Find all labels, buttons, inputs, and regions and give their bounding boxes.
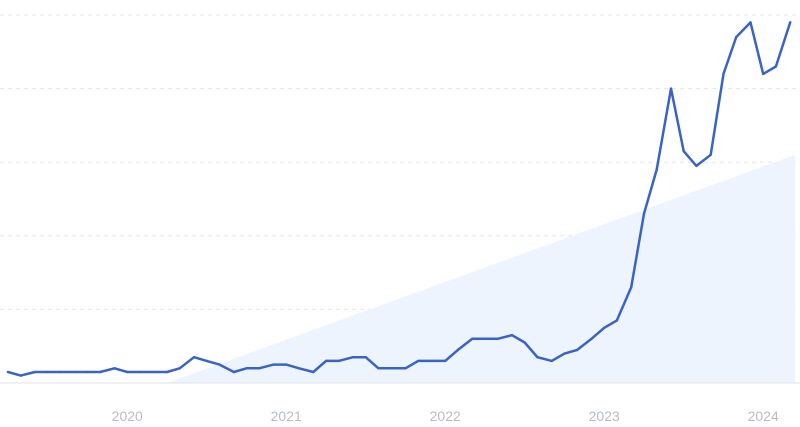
data-point (86, 370, 89, 374)
data-point (483, 337, 487, 340)
x-tick-label: 2024 (748, 408, 779, 424)
data-point (113, 367, 116, 370)
data-point (73, 370, 77, 374)
data-point (297, 367, 301, 370)
data-point (46, 370, 49, 374)
data-point (99, 370, 102, 374)
data-point (749, 21, 752, 24)
data-point (417, 359, 420, 363)
data-point (33, 370, 37, 374)
data-point (324, 359, 328, 363)
data-point (391, 367, 394, 370)
data-point (510, 334, 514, 337)
data-point (456, 348, 460, 352)
x-tick-label: 2020 (112, 408, 143, 424)
data-point (153, 370, 156, 374)
data-point (496, 337, 499, 340)
data-point (258, 367, 261, 370)
data-point (126, 370, 129, 374)
data-point (735, 35, 738, 39)
data-point (669, 87, 673, 90)
data-point (563, 352, 566, 355)
x-tick-labels: 2020 2021 2022 2023 2024 (112, 408, 779, 424)
data-point (178, 367, 181, 370)
data-point (789, 21, 792, 24)
data-point (218, 363, 221, 366)
data-point (19, 374, 22, 377)
data-point (471, 337, 474, 340)
data-point (285, 363, 288, 366)
x-tick-label: 2021 (271, 408, 302, 424)
data-point (272, 363, 275, 366)
data-point (655, 168, 658, 171)
data-point (245, 367, 248, 370)
data-point (205, 359, 208, 363)
data-point (232, 370, 235, 374)
data-point (615, 319, 619, 322)
data-point (603, 326, 606, 329)
data-point (377, 367, 380, 370)
data-point (59, 370, 62, 374)
data-point (722, 72, 725, 76)
data-point (523, 341, 526, 344)
data-point (762, 72, 765, 76)
data-point (550, 359, 553, 363)
data-point (351, 356, 355, 359)
data-point (364, 356, 367, 359)
data-point (312, 370, 315, 374)
data-point (709, 153, 712, 156)
data-point (165, 370, 169, 374)
data-points (6, 21, 792, 377)
data-point (682, 150, 685, 153)
data-point (404, 367, 407, 370)
data-point (630, 286, 633, 289)
data-point (576, 348, 579, 352)
data-point (774, 65, 778, 68)
data-point (337, 359, 340, 363)
data-point (642, 212, 646, 215)
series-line (6, 21, 792, 377)
data-point (138, 370, 142, 374)
x-tick-label: 2023 (589, 408, 620, 424)
data-point (590, 337, 593, 340)
data-point (695, 164, 698, 168)
data-point (431, 359, 434, 363)
x-tick-label: 2022 (430, 408, 461, 424)
data-point (536, 356, 539, 359)
data-point (6, 370, 10, 374)
data-point (444, 359, 447, 363)
data-point (192, 356, 196, 359)
trend-area (166, 154, 796, 383)
